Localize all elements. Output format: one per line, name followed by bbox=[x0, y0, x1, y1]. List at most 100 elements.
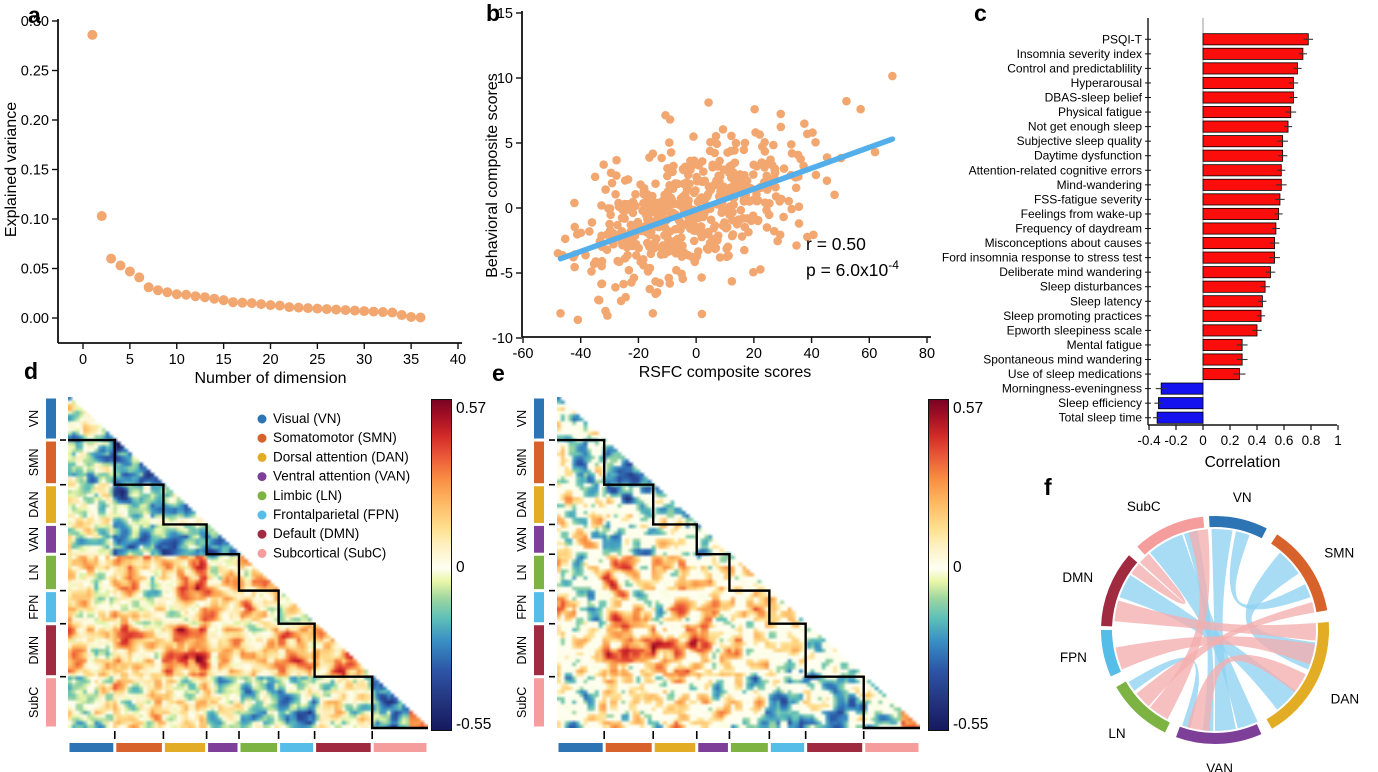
subject-point bbox=[666, 148, 676, 157]
legend-dot-SMN bbox=[257, 433, 267, 443]
subject-point bbox=[725, 210, 734, 220]
subject-point bbox=[769, 140, 778, 150]
subject-point bbox=[697, 273, 706, 282]
legend-label-DMN: Default (DMN) bbox=[273, 526, 359, 541]
network-band-left-FPN bbox=[46, 592, 56, 623]
category-label: Mind-wandering bbox=[1057, 178, 1142, 192]
panel-f-chord-diagram: VN SMN DAN VAN LN FPN DMN SubC bbox=[1060, 490, 1359, 772]
subject-point bbox=[762, 171, 771, 181]
panel-label-c: c bbox=[974, 0, 987, 26]
scree-point bbox=[134, 272, 145, 283]
scree-point bbox=[246, 298, 257, 309]
network-band-left-LN bbox=[46, 555, 56, 590]
legend-label-SubC: Subcortical (SubC) bbox=[273, 545, 386, 560]
x-axis-title: Number of dimension bbox=[194, 370, 346, 387]
chord-arc-FPN bbox=[1101, 630, 1121, 677]
x-tick-label: 15 bbox=[216, 352, 232, 368]
network-boundary-staircase bbox=[68, 438, 428, 730]
scree-point bbox=[312, 303, 323, 314]
y-tick-label: 0.10 bbox=[21, 212, 49, 228]
x-tick-label: 0 bbox=[79, 352, 87, 368]
scree-point bbox=[303, 303, 313, 314]
scree-point bbox=[387, 307, 398, 318]
legend-label-VN: Visual (VN) bbox=[273, 411, 341, 426]
subject-point bbox=[656, 243, 666, 252]
panel-label-e: e bbox=[492, 360, 505, 386]
network-axis-label-DMN: DMN bbox=[515, 636, 529, 664]
subject-point bbox=[697, 309, 707, 319]
panel-a-scatter-explained-variance: 0 5 10 15 20 25 30 35 40 0.00 0.05 0.10 0.15 0.20 0.25… bbox=[3, 14, 466, 387]
colorbar-max-label: 0.57 bbox=[456, 400, 486, 417]
network-axis-label-FPN: FPN bbox=[515, 595, 529, 620]
subject-point bbox=[808, 128, 817, 137]
legend-dot-DMN bbox=[257, 529, 267, 539]
category-label: Epworth sleepiness scale bbox=[1007, 323, 1143, 337]
panel-label-f: f bbox=[1044, 474, 1052, 500]
correlation-bar bbox=[1202, 309, 1262, 322]
network-band-bottom-DMN bbox=[807, 743, 863, 752]
category-label: Feelings from wake-up bbox=[1021, 207, 1143, 221]
category-label: Mental fatigue bbox=[1067, 338, 1143, 352]
legend-dot-LN bbox=[257, 491, 267, 501]
subject-point bbox=[811, 170, 821, 180]
subject-point bbox=[718, 125, 728, 134]
subject-point bbox=[692, 252, 702, 261]
x-tick-label: -20 bbox=[628, 346, 649, 362]
subject-point bbox=[587, 218, 597, 227]
subject-point bbox=[691, 186, 700, 195]
subject-point bbox=[587, 267, 596, 276]
subject-point bbox=[689, 132, 698, 141]
subject-point bbox=[718, 206, 727, 216]
colorbar-zero-label: 0 bbox=[456, 559, 465, 576]
network-axis-label-VAN: VAN bbox=[27, 527, 41, 552]
subject-point bbox=[794, 202, 804, 211]
subject-point bbox=[809, 230, 818, 240]
category-label: Hyperarousal bbox=[1071, 76, 1142, 90]
heatmap-e-matrix bbox=[557, 397, 920, 728]
subject-point bbox=[663, 187, 673, 196]
network-band-left-VAN bbox=[534, 525, 544, 553]
subject-point bbox=[623, 199, 632, 209]
subject-point bbox=[677, 233, 686, 242]
subject-point bbox=[661, 110, 670, 120]
scree-point bbox=[209, 293, 220, 304]
subject-point bbox=[792, 241, 801, 250]
network-band-bottom-SMN bbox=[605, 743, 652, 752]
x-tick-label: 20 bbox=[746, 346, 762, 362]
subject-point bbox=[660, 249, 669, 259]
subject-point bbox=[662, 171, 672, 181]
network-band-left-DMN bbox=[534, 625, 544, 676]
heatmap-d-matrix bbox=[68, 397, 428, 728]
panel-label-a: a bbox=[28, 2, 41, 28]
subject-point bbox=[674, 200, 684, 209]
subject-point bbox=[631, 239, 641, 249]
subject-point bbox=[762, 205, 771, 215]
category-label: DBAS-sleep belief bbox=[1045, 91, 1143, 105]
subject-point bbox=[715, 253, 725, 262]
subject-point bbox=[705, 146, 715, 156]
y-tick-label: 10 bbox=[497, 71, 513, 87]
subject-point bbox=[651, 179, 660, 189]
network-band-bottom-LN bbox=[730, 743, 768, 752]
subject-point bbox=[597, 201, 606, 210]
network-band-bottom-FPN bbox=[280, 743, 314, 752]
scree-point bbox=[293, 302, 304, 313]
legend-dot-SubC bbox=[257, 548, 267, 558]
scree-point bbox=[265, 300, 276, 311]
subject-point bbox=[676, 219, 686, 229]
legend-dot-VAN bbox=[257, 472, 267, 482]
chord-label-VN: VN bbox=[1233, 490, 1252, 505]
scree-point bbox=[237, 297, 248, 308]
correlation-bar bbox=[1202, 106, 1292, 119]
chord-arc-VAN bbox=[1176, 724, 1262, 744]
subject-point bbox=[750, 104, 759, 114]
subject-point bbox=[727, 277, 737, 286]
category-label: Not get enough sleep bbox=[1028, 120, 1142, 134]
scree-point bbox=[106, 253, 117, 264]
subject-point bbox=[822, 176, 832, 185]
chord-arc-SubC bbox=[1137, 516, 1205, 555]
chord-ribbon-VN-SMN bbox=[1229, 531, 1311, 610]
x-axis-title: Correlation bbox=[1205, 454, 1281, 471]
colorbar-min-label: -0.55 bbox=[953, 716, 988, 733]
subject-point bbox=[651, 289, 660, 299]
